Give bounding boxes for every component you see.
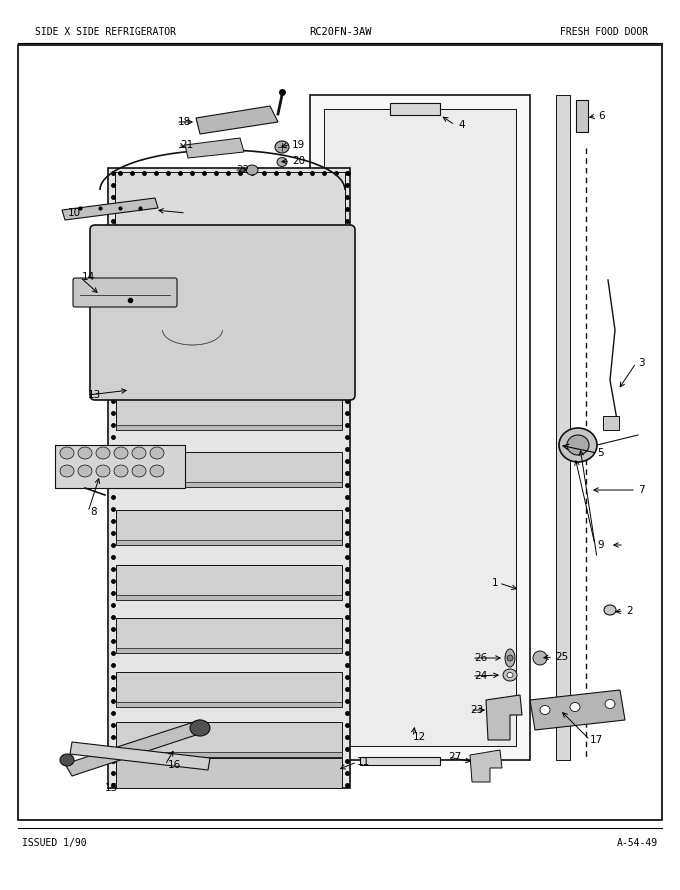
Polygon shape (530, 690, 625, 730)
Ellipse shape (114, 465, 128, 477)
Text: 24: 24 (474, 671, 488, 681)
Bar (116, 648, 342, 653)
Text: 1: 1 (492, 578, 498, 588)
Text: 23: 23 (470, 705, 483, 715)
Ellipse shape (540, 706, 550, 715)
Polygon shape (470, 750, 502, 782)
Text: 13: 13 (88, 390, 101, 400)
Ellipse shape (96, 447, 110, 459)
Text: 3: 3 (638, 358, 645, 368)
Bar (556, 95, 570, 760)
Ellipse shape (190, 720, 210, 736)
Text: FRESH FOOD DOOR: FRESH FOOD DOOR (560, 27, 648, 37)
Text: 15: 15 (105, 783, 118, 793)
Text: 17: 17 (590, 735, 603, 745)
Bar (310, 95, 530, 760)
Bar (108, 168, 350, 788)
Polygon shape (486, 695, 522, 740)
Bar (116, 752, 342, 757)
Text: RC20FN-3AW: RC20FN-3AW (309, 27, 371, 37)
Bar (116, 565, 342, 600)
Ellipse shape (559, 428, 597, 462)
Ellipse shape (505, 649, 515, 667)
Text: 21: 21 (180, 140, 193, 150)
Ellipse shape (78, 447, 92, 459)
Polygon shape (70, 742, 210, 770)
Ellipse shape (132, 465, 146, 477)
Text: 6: 6 (598, 111, 605, 121)
Ellipse shape (507, 655, 513, 661)
Bar (360, 757, 440, 765)
Bar (390, 103, 440, 115)
Ellipse shape (605, 700, 615, 708)
Ellipse shape (246, 165, 258, 175)
Ellipse shape (60, 754, 74, 766)
Ellipse shape (150, 447, 164, 459)
FancyBboxPatch shape (73, 278, 177, 307)
Bar (55, 445, 185, 488)
Bar (116, 595, 342, 600)
Ellipse shape (60, 447, 74, 459)
Text: 8: 8 (90, 507, 97, 517)
Text: 2: 2 (626, 606, 632, 616)
Text: 5: 5 (597, 448, 604, 458)
Ellipse shape (570, 702, 580, 711)
Ellipse shape (132, 447, 146, 459)
Text: 26: 26 (474, 653, 488, 663)
Text: 25: 25 (555, 652, 568, 662)
Bar (116, 702, 342, 707)
Ellipse shape (533, 651, 547, 665)
Ellipse shape (78, 465, 92, 477)
Bar (116, 452, 342, 487)
Ellipse shape (60, 465, 74, 477)
Ellipse shape (507, 673, 513, 677)
Ellipse shape (96, 465, 110, 477)
FancyBboxPatch shape (90, 225, 355, 400)
Text: 20: 20 (292, 156, 305, 166)
Text: 11: 11 (357, 757, 370, 767)
Text: 9: 9 (597, 540, 604, 550)
Bar (116, 425, 342, 430)
Bar (116, 540, 342, 545)
Bar (18, 45, 662, 820)
Text: 22: 22 (236, 165, 250, 175)
Text: 19: 19 (292, 140, 305, 150)
Text: 27: 27 (448, 752, 461, 762)
Bar (115, 172, 345, 370)
Bar (116, 510, 342, 545)
Text: ISSUED 1/90: ISSUED 1/90 (22, 838, 86, 848)
Text: 10: 10 (68, 208, 81, 218)
Bar (116, 758, 342, 788)
Polygon shape (185, 138, 244, 158)
Text: 18: 18 (178, 117, 191, 127)
Text: 7: 7 (638, 485, 645, 495)
Ellipse shape (567, 435, 589, 455)
Ellipse shape (150, 465, 164, 477)
Text: 14: 14 (82, 272, 95, 282)
Ellipse shape (604, 605, 616, 615)
Ellipse shape (275, 141, 289, 153)
Bar (116, 618, 342, 653)
Bar (576, 100, 588, 132)
Ellipse shape (277, 158, 287, 166)
Polygon shape (196, 106, 278, 134)
Text: 4: 4 (458, 120, 464, 130)
Bar (116, 722, 342, 757)
Ellipse shape (114, 447, 128, 459)
Polygon shape (62, 198, 158, 220)
Bar (603, 416, 619, 430)
Text: 12: 12 (413, 732, 426, 742)
Bar (116, 672, 342, 707)
Text: 16: 16 (168, 760, 182, 770)
Bar (116, 395, 342, 430)
Ellipse shape (503, 669, 517, 681)
Text: A-54-49: A-54-49 (617, 838, 658, 848)
Polygon shape (65, 720, 205, 776)
Bar (324, 109, 516, 746)
Bar (116, 482, 342, 487)
Text: SIDE X SIDE REFRIGERATOR: SIDE X SIDE REFRIGERATOR (35, 27, 176, 37)
